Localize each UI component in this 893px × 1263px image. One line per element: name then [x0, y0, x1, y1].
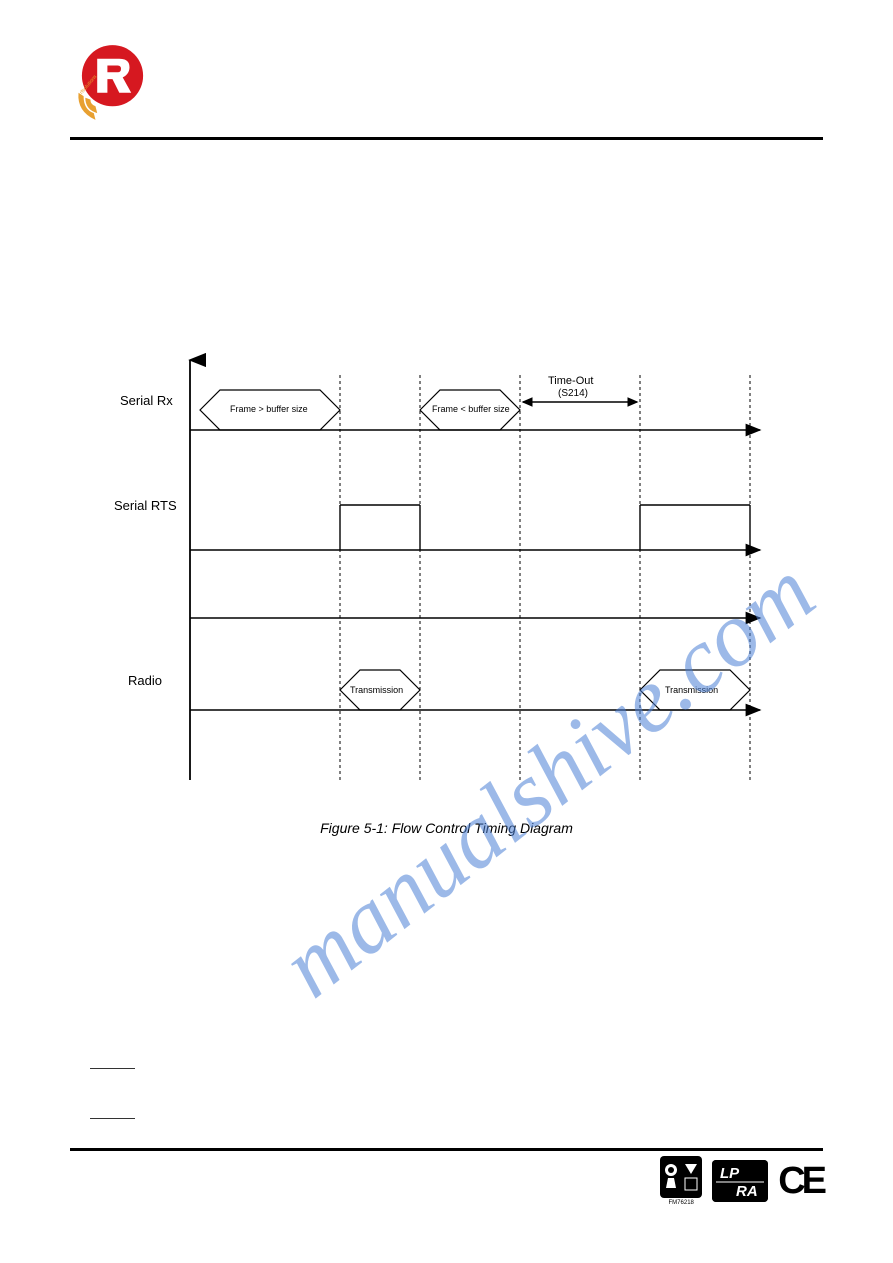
label-transmission-1: Transmission — [350, 685, 403, 695]
ce-mark-icon: CE — [778, 1160, 823, 1203]
note-underline-1 — [90, 1068, 135, 1069]
cert-badge: FM76218 — [660, 1156, 702, 1206]
label-serial-rx: Serial Rx — [120, 393, 173, 408]
label-transmission-2: Transmission — [665, 685, 718, 695]
label-timeout-sub: (S214) — [558, 388, 588, 399]
label-frame-lt: Frame < buffer size — [432, 404, 510, 414]
note-underline-2 — [90, 1118, 135, 1119]
lpra-badge: LP RA — [712, 1160, 768, 1202]
page-header: rfsolutions — [70, 40, 823, 140]
svg-text:LP: LP — [720, 1165, 740, 1182]
svg-text:RA: RA — [736, 1183, 758, 1200]
timing-diagram: Serial Rx Frame > buffer size Frame < bu… — [110, 350, 780, 810]
label-timeout: Time-Out — [548, 375, 593, 387]
label-serial-rts: Serial RTS — [114, 498, 177, 513]
label-radio: Radio — [128, 673, 162, 688]
cert-sub: FM76218 — [669, 1200, 694, 1206]
label-frame-gt: Frame > buffer size — [230, 404, 308, 414]
page-footer: FM76218 LP RA CE — [70, 1148, 823, 1203]
rf-logo: rfsolutions — [70, 40, 155, 125]
figure-caption: Figure 5-1: Flow Control Timing Diagram — [0, 820, 893, 836]
